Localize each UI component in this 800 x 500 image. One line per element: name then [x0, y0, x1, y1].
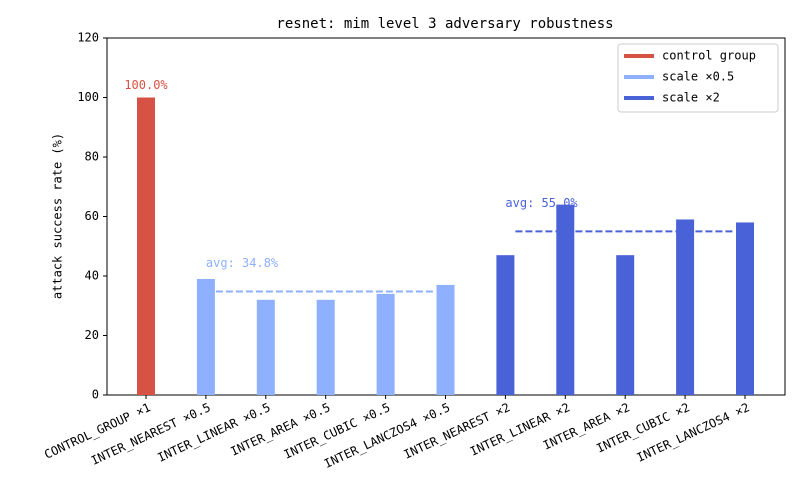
- legend-box: [617, 43, 779, 113]
- y-tick-label: 20: [85, 328, 99, 342]
- bar: [316, 299, 335, 395]
- data-label: 100.0%: [124, 78, 168, 92]
- bar: [556, 204, 575, 395]
- y-tick-label: 60: [85, 209, 99, 223]
- legend-label: scale ×2: [662, 91, 720, 105]
- y-tick-label: 40: [85, 269, 99, 283]
- bar: [676, 219, 695, 395]
- bar: [736, 222, 754, 395]
- bar: [496, 255, 515, 395]
- chart-title: resnet: mim level 3 adversary robustness: [276, 16, 613, 32]
- bar: [376, 293, 395, 395]
- x-tick-label: INTER_LINEAR ×2: [468, 400, 572, 458]
- legend-label: control group: [662, 49, 756, 63]
- x-tick-label: INTER_AREA ×0.5: [228, 400, 332, 458]
- bar: [256, 299, 275, 395]
- y-tick-label: 100: [77, 90, 99, 104]
- average-label: avg: 55.0%: [505, 196, 578, 210]
- x-tick-label: INTER_NEAREST ×2: [401, 400, 512, 462]
- bar: [196, 278, 215, 395]
- bar: [436, 284, 455, 395]
- x-tick-label: INTER_LANCZOS4 ×2: [635, 400, 752, 465]
- bar: [137, 97, 155, 395]
- y-tick-label: 80: [85, 150, 99, 164]
- legend-label: scale ×0.5: [662, 70, 734, 84]
- average-label: avg: 34.8%: [206, 256, 279, 270]
- y-tick-label: 120: [77, 31, 99, 45]
- y-axis-label: attack success rate (%): [51, 133, 65, 299]
- y-tick-label: 0: [92, 388, 99, 402]
- bar: [616, 255, 635, 395]
